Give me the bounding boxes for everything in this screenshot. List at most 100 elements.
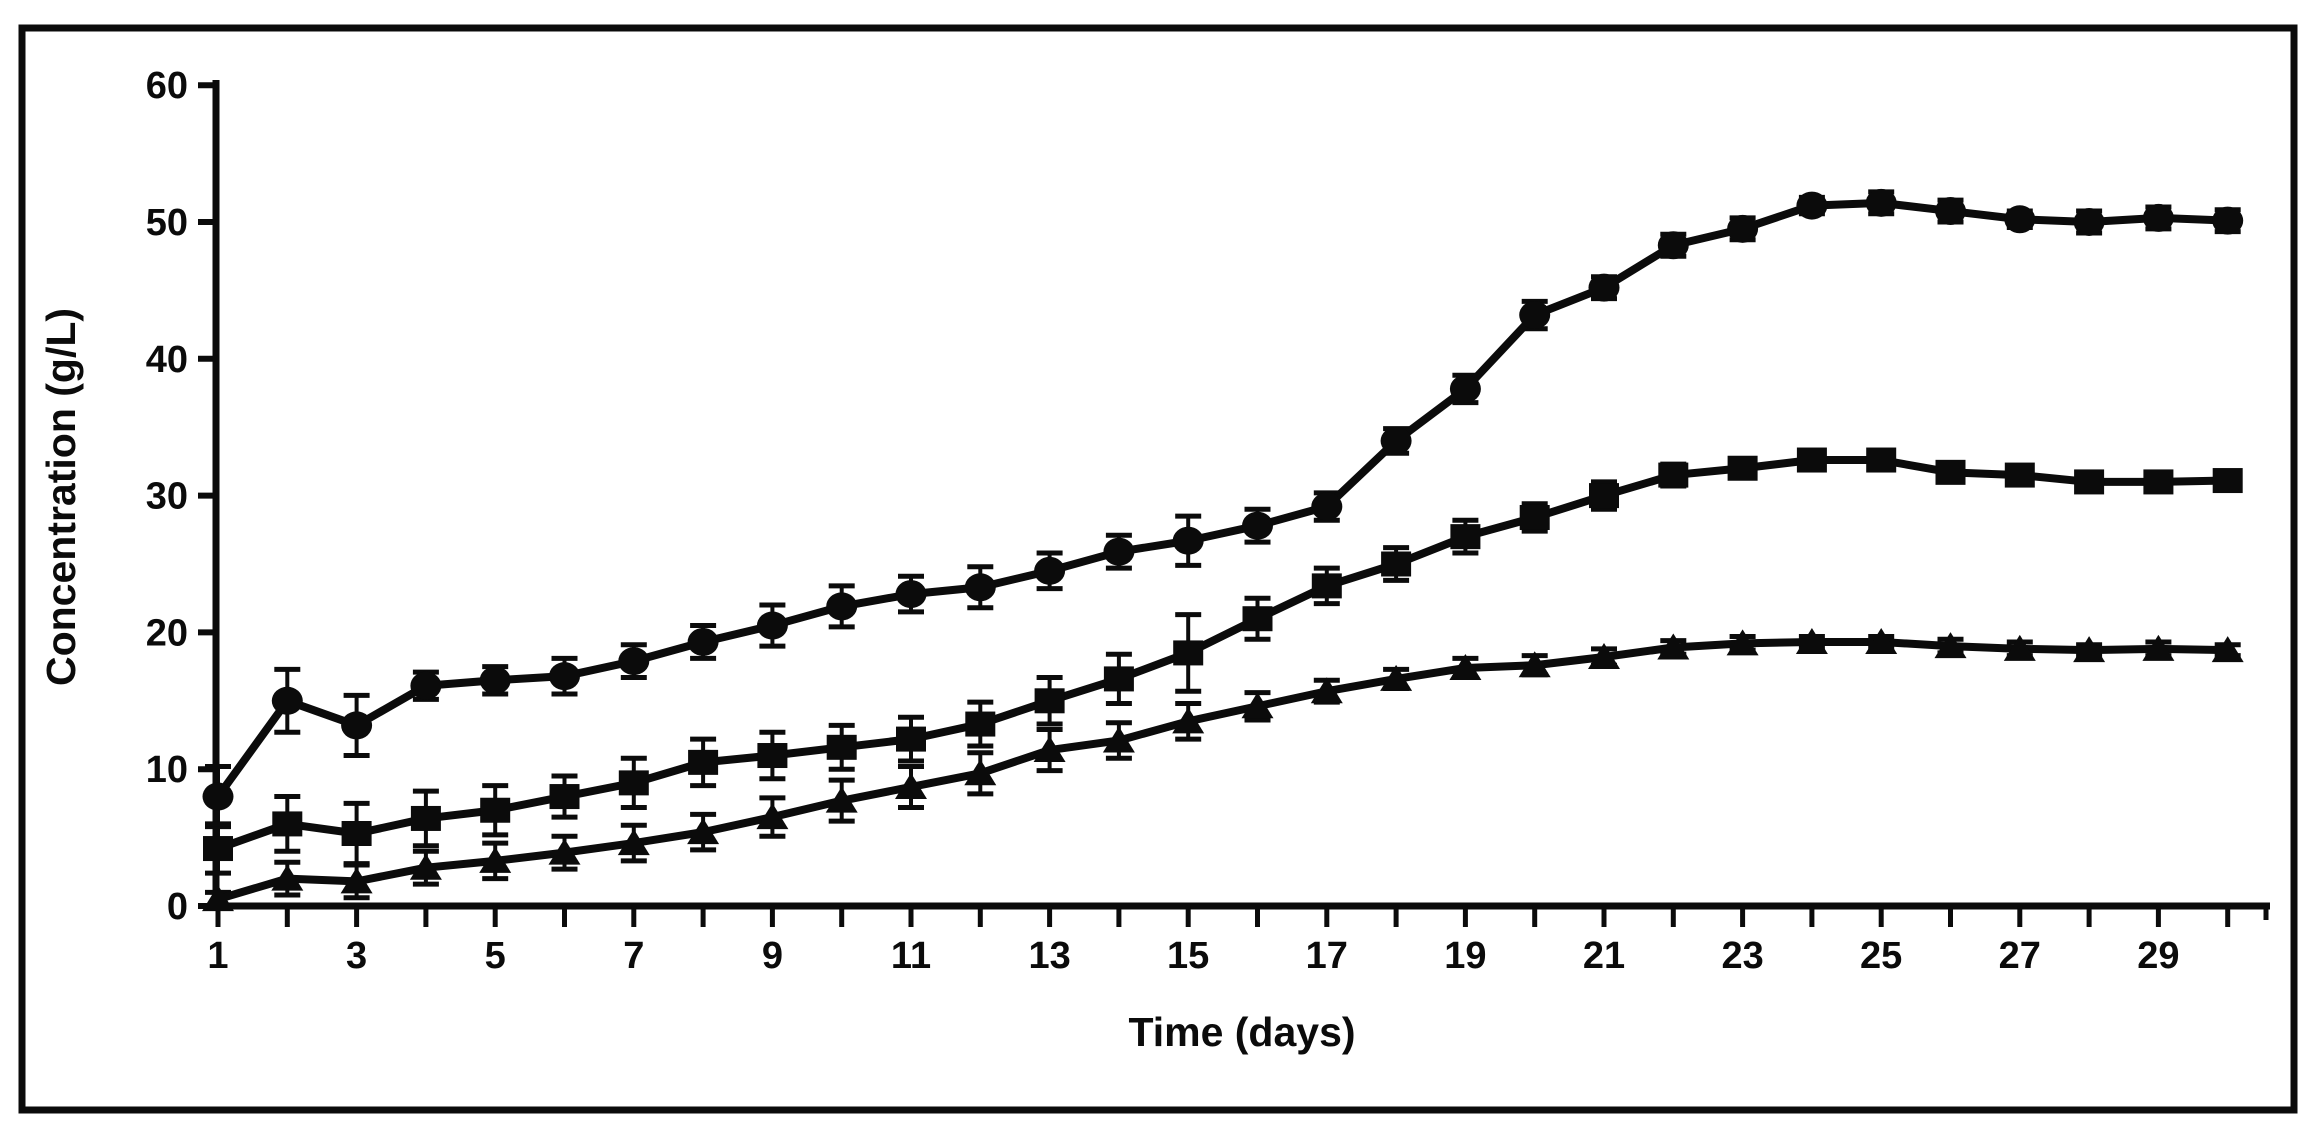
x-axis-ticks <box>215 906 2269 927</box>
square-marker <box>1796 447 1827 473</box>
x-tick-label: 23 <box>1721 935 1763 977</box>
square-marker <box>1589 483 1619 509</box>
triangle-series-line <box>214 637 2232 904</box>
triangle-marker <box>1241 692 1274 719</box>
triangle-marker <box>1657 633 1690 660</box>
x-tick-label: 7 <box>623 935 644 977</box>
square-marker <box>341 820 372 846</box>
circle-marker <box>2142 203 2174 232</box>
x-tick-label: 17 <box>1306 935 1348 977</box>
circle-marker <box>549 662 580 691</box>
triangle-marker <box>1726 629 1759 656</box>
triangle-marker <box>1795 627 1828 654</box>
y-tick-label: 10 <box>146 749 188 791</box>
square-marker <box>1381 551 1412 577</box>
triangle-marker <box>2003 634 2036 661</box>
circle-marker <box>1935 197 1966 226</box>
x-tick-label: 13 <box>1028 935 1070 977</box>
circle-marker <box>1727 214 1759 243</box>
circle-marker <box>826 592 858 621</box>
square-marker <box>1658 462 1689 488</box>
triangle-marker <box>1380 664 1413 691</box>
triangle-marker <box>964 759 997 786</box>
square-marker <box>965 711 996 737</box>
x-tick-label: 21 <box>1583 935 1625 977</box>
triangle-marker <box>1033 736 1066 763</box>
data-series-layer <box>202 188 2244 912</box>
square-marker <box>1727 455 1758 481</box>
triangle-marker <box>1310 677 1343 704</box>
circle-marker <box>410 671 442 700</box>
circle-series <box>202 188 2244 830</box>
triangle-marker <box>2211 636 2244 663</box>
circle-marker <box>1796 191 1828 220</box>
y-tick-label: 30 <box>146 476 188 518</box>
circle-marker <box>1242 511 1273 540</box>
circle-marker <box>618 647 650 676</box>
square-marker <box>549 784 580 810</box>
square-series <box>203 447 2243 876</box>
y-tick-label: 40 <box>146 339 188 381</box>
square-marker <box>2212 468 2243 494</box>
square-marker <box>1450 524 1481 550</box>
circle-series-line <box>214 198 2232 801</box>
square-marker <box>272 811 303 837</box>
triangle-marker <box>202 885 234 912</box>
x-axis-title: Time (days) <box>1128 1009 1355 1055</box>
circle-marker <box>895 580 927 609</box>
triangle-marker <box>1518 651 1551 678</box>
x-tick-label: 11 <box>891 935 931 977</box>
triangle-marker <box>479 846 512 873</box>
triangle-series <box>202 627 2244 912</box>
triangle-marker <box>1588 643 1620 670</box>
circle-marker <box>1034 556 1066 585</box>
triangle-marker <box>2142 634 2175 661</box>
square-marker <box>1311 573 1342 599</box>
triangle-marker <box>548 838 581 865</box>
square-marker <box>480 797 511 823</box>
square-marker <box>896 726 926 752</box>
circle-marker <box>341 711 373 740</box>
triangle-marker <box>687 818 720 845</box>
triangle-marker <box>825 786 858 813</box>
square-marker <box>1103 666 1134 692</box>
x-tick-label: 3 <box>346 935 367 977</box>
triangle-marker <box>271 864 304 891</box>
square-marker <box>1034 688 1065 714</box>
x-tick-label: 5 <box>485 935 506 977</box>
circle-marker <box>756 611 788 640</box>
square-marker <box>2074 469 2105 495</box>
x-tick-label: 29 <box>2137 935 2179 977</box>
square-series-line <box>214 456 2232 853</box>
triangle-marker <box>756 803 789 830</box>
circle-marker <box>2004 205 2036 234</box>
triangle-marker <box>409 853 442 880</box>
y-tick-label: 50 <box>146 202 188 244</box>
circle-marker <box>1865 188 1897 217</box>
circle-marker <box>1380 426 1412 455</box>
circle-marker <box>1311 492 1343 521</box>
square-marker <box>826 734 857 760</box>
circle-marker <box>1172 526 1204 555</box>
circle-marker <box>964 573 996 602</box>
circle-marker <box>1588 273 1620 302</box>
triangle-marker <box>617 829 650 856</box>
circle-marker <box>1657 231 1689 260</box>
triangle-marker <box>1934 632 1967 659</box>
triangle-marker <box>1102 726 1135 753</box>
square-marker <box>688 749 719 775</box>
y-tick-label: 0 <box>167 886 188 928</box>
figure-frame <box>18 24 2298 1114</box>
circle-marker <box>202 782 234 811</box>
x-tick-label: 15 <box>1167 935 1209 977</box>
triangle-marker <box>340 867 373 894</box>
y-tick-label: 60 <box>146 65 188 107</box>
y-axis-title: Concentration (g/L) <box>38 308 84 686</box>
square-marker <box>757 743 788 769</box>
y-axis-tick-labels: 0 10 20 30 40 50 60 <box>146 65 188 928</box>
square-marker <box>618 770 649 796</box>
square-marker <box>2004 462 2035 488</box>
x-axis-tick-labels: 1 3 5 7 9 11 13 15 17 19 21 23 25 27 29 <box>207 935 2179 977</box>
